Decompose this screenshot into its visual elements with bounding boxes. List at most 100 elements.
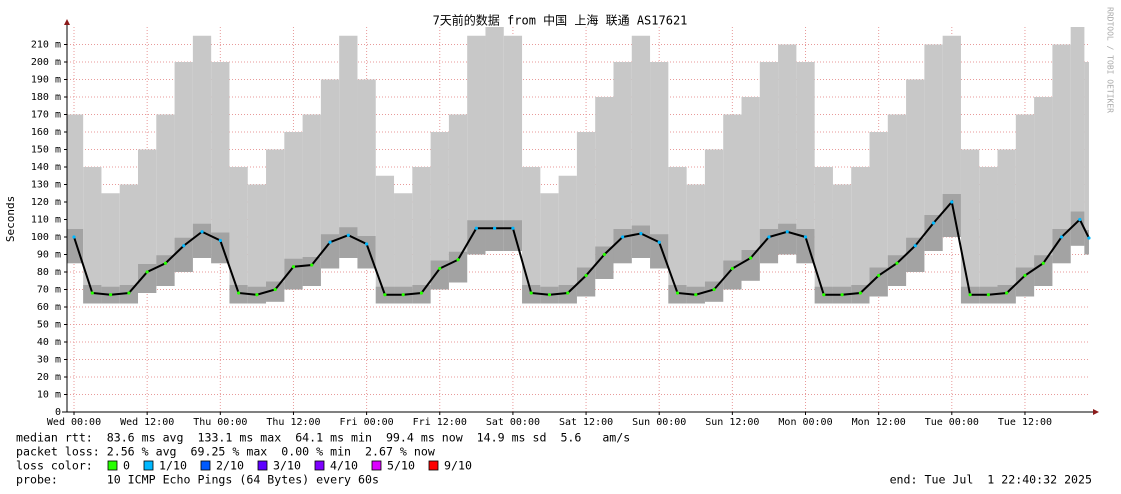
smoke-core xyxy=(924,215,943,251)
x-tick-label: Mon 00:00 xyxy=(778,417,832,428)
median-point xyxy=(657,240,661,244)
legend-label: 4/10 xyxy=(330,459,358,473)
median-point xyxy=(767,235,771,239)
smoke-band xyxy=(266,149,285,302)
smoke-core xyxy=(869,267,888,297)
median-point xyxy=(712,287,716,292)
smoke-band xyxy=(119,184,139,304)
median-point xyxy=(1078,217,1082,222)
median-point xyxy=(858,291,862,295)
x-tick-label: Tue 00:00 xyxy=(925,417,979,428)
smoke-band xyxy=(485,27,504,251)
stats-line: median rtt: 83.6 ms avg 133.1 ms max 64.… xyxy=(16,431,630,445)
median-point xyxy=(547,293,552,297)
legend-swatch xyxy=(107,460,118,471)
y-tick-label: 140 m xyxy=(31,162,61,173)
legend-label: 2/10 xyxy=(216,459,244,473)
median-point xyxy=(291,265,296,269)
y-arrow xyxy=(64,19,70,25)
smoke-band xyxy=(339,35,358,258)
y-tick-label: 200 m xyxy=(31,57,61,68)
median-point xyxy=(419,291,424,295)
smoke-band xyxy=(211,62,230,264)
smoke-band xyxy=(1015,114,1035,297)
x-tick-label: Sun 12:00 xyxy=(705,417,759,428)
smoke-band xyxy=(247,184,267,304)
smoke-core xyxy=(1070,211,1085,246)
smoke-band xyxy=(741,97,760,281)
smoke-band xyxy=(320,79,340,269)
y-tick-label: 40 m xyxy=(37,337,61,348)
smoke-band xyxy=(887,114,907,286)
smoke-core xyxy=(430,260,449,290)
smoke-band xyxy=(723,114,742,290)
smoke-band xyxy=(814,167,833,304)
smoke-band xyxy=(430,132,449,290)
y-tick-label: 60 m xyxy=(37,302,61,313)
median-point xyxy=(511,226,515,230)
legend-swatch xyxy=(314,460,325,471)
smoke-band xyxy=(759,62,779,264)
smoke-band xyxy=(375,175,395,304)
smoke-band xyxy=(156,114,175,286)
y-tick-label: 130 m xyxy=(31,180,61,191)
smoke-core xyxy=(631,225,651,258)
smoke-core xyxy=(1034,255,1053,286)
median-point xyxy=(822,293,826,297)
y-tick-label: 20 m xyxy=(37,372,61,383)
median-point xyxy=(200,230,204,234)
smoke-core xyxy=(156,255,175,286)
smoke-band xyxy=(668,167,687,304)
smoke-band xyxy=(796,62,815,264)
smoke-band xyxy=(192,35,212,258)
smoke-core xyxy=(778,223,797,255)
smoke-band xyxy=(522,167,541,304)
x-tick-label: Fri 12:00 xyxy=(413,417,467,428)
smoke-band xyxy=(997,149,1016,304)
smoke-band xyxy=(613,62,632,264)
y-tick-label: 160 m xyxy=(31,127,61,138)
median-point xyxy=(840,293,844,297)
probe-info: probe: 10 ICMP Echo Pings (64 Bytes) eve… xyxy=(16,473,379,487)
smoke-core xyxy=(192,223,212,258)
y-tick-label: 50 m xyxy=(37,320,61,331)
smoke-band xyxy=(284,132,303,290)
y-axis-label: Seconds xyxy=(4,196,17,242)
y-tick-label: 80 m xyxy=(37,267,61,278)
median-point xyxy=(950,200,954,204)
smoke-core xyxy=(887,255,907,286)
plot-area xyxy=(67,27,1091,413)
smoke-band xyxy=(67,114,84,264)
smoke-band xyxy=(869,132,888,297)
smoke-band xyxy=(229,167,248,304)
legend-swatch xyxy=(428,460,439,471)
smoke-band xyxy=(1052,44,1071,264)
smoke-core xyxy=(1015,267,1035,297)
median-point xyxy=(1059,235,1064,239)
smoke-core xyxy=(650,234,669,269)
legend-swatch xyxy=(371,460,382,471)
smoke-band xyxy=(832,184,852,304)
smoke-band xyxy=(558,175,577,304)
legend-swatch xyxy=(257,460,268,471)
smoke-core xyxy=(704,281,724,302)
smoke-core xyxy=(138,264,157,293)
smoke-core xyxy=(759,229,779,264)
smoke-core xyxy=(174,237,193,272)
smoke-band xyxy=(924,44,943,251)
median-point xyxy=(1023,273,1027,278)
smoke-core xyxy=(266,281,285,302)
smoke-core xyxy=(1052,229,1071,264)
median-point xyxy=(255,293,259,297)
smoke-core xyxy=(320,234,340,269)
end-time: end: Tue Jul 1 22:40:32 2025 xyxy=(890,473,1092,487)
y-tick-label: 0 xyxy=(55,407,61,418)
smoke-band xyxy=(1084,62,1089,255)
smoke-band xyxy=(503,35,523,251)
x-tick-label: Wed 12:00 xyxy=(120,417,174,428)
smoke-core xyxy=(1084,230,1089,255)
smoke-core xyxy=(906,237,925,272)
x-tick-label: Wed 00:00 xyxy=(47,417,101,428)
median-point xyxy=(108,293,113,297)
